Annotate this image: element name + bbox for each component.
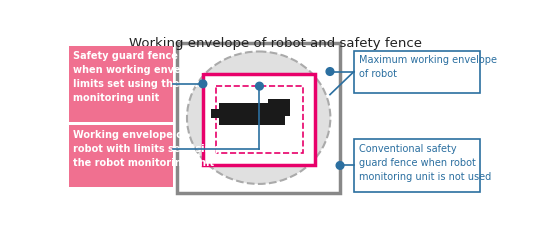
Bar	[211, 109, 221, 119]
Bar	[268, 99, 289, 116]
Circle shape	[199, 80, 207, 88]
Bar	[354, 51, 480, 93]
Circle shape	[256, 82, 263, 90]
Text: Working envelope of
robot with limits set using
the robot monitoring unit: Working envelope of robot with limits se…	[74, 130, 219, 168]
Bar	[216, 86, 303, 153]
Bar	[178, 43, 340, 193]
Bar	[69, 125, 173, 187]
Text: Safety guard fence
when working envelope
limits set using the robot
monitoring u: Safety guard fence when working envelope…	[74, 51, 213, 103]
Text: Maximum working envelope
of robot: Maximum working envelope of robot	[359, 55, 497, 79]
Circle shape	[336, 162, 344, 169]
Bar	[69, 46, 173, 122]
Ellipse shape	[187, 52, 330, 184]
Bar	[203, 74, 315, 165]
Bar	[354, 139, 480, 192]
Bar	[219, 103, 285, 125]
Text: Conventional safety
guard fence when robot
monitoring unit is not used: Conventional safety guard fence when rob…	[359, 144, 491, 182]
Circle shape	[326, 68, 334, 75]
Text: Working envelope of robot and safety fence: Working envelope of robot and safety fen…	[129, 37, 422, 50]
